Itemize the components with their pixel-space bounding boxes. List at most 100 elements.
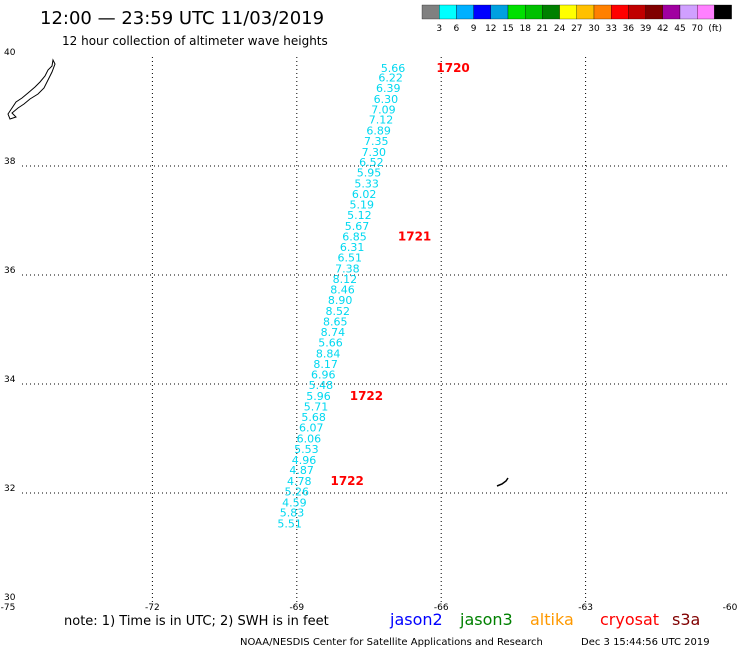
wave-height-value: 5.66 [318,337,343,350]
wave-height-value: 5.68 [301,411,326,424]
wave-height-value: 6.07 [299,422,324,435]
wave-height-value: 4.87 [289,464,314,477]
wave-height-value: 8.17 [313,358,338,371]
time-label: 1721 [398,229,431,243]
wave-height-value: 5.48 [309,379,334,392]
legend-label: 12 [485,24,496,34]
wave-height-value: 5.67 [345,220,370,233]
wave-height-value: 8.84 [316,347,341,360]
wave-height-value: 7.35 [364,135,389,148]
timestamp-text: Dec 3 15:44:56 UTC 2019 [581,637,710,648]
credit-text: NOAA/NESDIS Center for Satellite Applica… [240,637,543,648]
time-label: 1720 [436,61,469,75]
map-grid [22,57,730,602]
wave-height-value: 5.51 [277,518,302,531]
x-tick-label: -60 [723,603,738,613]
wave-height-value: 6.85 [342,230,367,243]
axis-ticks: -75 -72 -69 -66 -63 -60 30 32 34 36 38 40 [1,48,738,613]
legend-label: 27 [571,24,582,34]
y-tick-label: 36 [4,266,16,276]
wave-height-value: 5.83 [280,507,305,520]
wave-height-track: 5.666.226.396.307.097.126.897.357.306.52… [277,62,405,531]
satellite-altika: altika [530,610,574,629]
legend-swatch [456,4,474,20]
wave-height-value: 7.12 [369,114,394,127]
legend-label: 70 [691,24,703,34]
note-text: note: 1) Time is in UTC; 2) SWH is in fe… [64,614,329,629]
legend-label: 3 [436,24,442,34]
time-label: 1722 [350,389,383,403]
wave-height-value: 5.66 [381,62,406,75]
legend-swatch [593,4,612,20]
coastline [7,58,509,487]
wave-height-value: 8.52 [325,305,350,318]
satellite-jason3: jason3 [459,610,513,629]
wave-height-value: 6.30 [374,93,399,106]
legend-swatch [542,4,560,20]
y-tick-label: 38 [4,157,16,167]
x-tick-label: -75 [1,603,16,613]
wave-height-value: 5.12 [347,209,372,222]
legend-label: 21 [537,24,548,34]
legend-swatch [645,4,663,20]
wave-height-value: 6.39 [376,82,401,95]
y-tick-label: 32 [4,484,15,494]
y-tick-label: 30 [4,593,16,603]
wave-height-value: 6.31 [340,241,365,254]
wave-height-value: 5.95 [357,167,382,180]
legend-label: 30 [588,24,600,34]
y-tick-label: 34 [4,375,16,385]
legend-swatch [525,4,543,20]
legend-swatch [559,4,577,20]
wave-height-value: 8.12 [333,273,358,286]
legend-unit: (ft) [708,24,722,34]
y-tick-label: 40 [4,48,16,58]
time-labels: 1720 1721 1722 1722 [330,61,469,488]
legend-label: 36 [623,24,635,34]
legend-label: 18 [519,24,531,34]
satellite-jason2: jason2 [389,610,443,629]
legend-label: 42 [657,24,668,34]
time-label: 1722 [330,474,363,488]
wave-height-value: 4.78 [287,475,312,488]
legend-swatch [697,4,715,20]
legend-swatch [679,4,698,20]
wave-height-value: 6.89 [366,125,391,138]
legend-swatch [611,4,629,20]
legend-label: 6 [454,24,460,34]
legend-label: 45 [674,24,685,34]
wave-height-value: 5.96 [306,390,331,403]
legend-swatch [576,4,595,20]
wave-height-value: 5.53 [294,443,319,456]
wave-height-value: 6.02 [352,188,377,201]
x-tick-label: -63 [578,603,593,613]
satellite-cryosat: cryosat [600,610,659,629]
legend-label: 33 [605,24,616,34]
wave-height-value: 6.96 [311,369,336,382]
wave-height-value: 8.90 [328,294,353,307]
wave-height-legend: 3 6 9 12 15 18 21 24 27 30 33 36 39 42 45 70 (ft) [421,4,732,34]
x-tick-label: -69 [289,603,304,613]
wave-height-value: 5.71 [304,400,329,413]
legend-label: 9 [471,24,477,34]
satellite-legend: jason2 jason3 altika cryosat s3a [389,610,700,629]
legend-swatch [628,4,646,20]
wave-height-value: 8.65 [323,315,348,328]
wave-height-value: 6.51 [337,252,362,265]
legend-swatch [490,4,509,20]
wave-height-value: 5.33 [354,177,379,190]
wave-height-value: 8.46 [330,284,355,297]
wave-height-value: 7.30 [362,146,387,159]
bermuda-island [496,477,509,487]
x-tick-label: -72 [145,603,160,613]
wave-height-value: 6.52 [359,156,384,169]
wave-height-value: 7.09 [371,103,396,116]
wave-height-value: 5.26 [285,485,310,498]
wave-height-value: 6.06 [297,433,322,446]
legend-swatch [473,4,491,20]
legend-swatch [507,4,526,20]
wave-height-value: 4.96 [292,454,317,467]
legend-swatch [662,4,681,20]
legend-swatch [714,4,732,20]
